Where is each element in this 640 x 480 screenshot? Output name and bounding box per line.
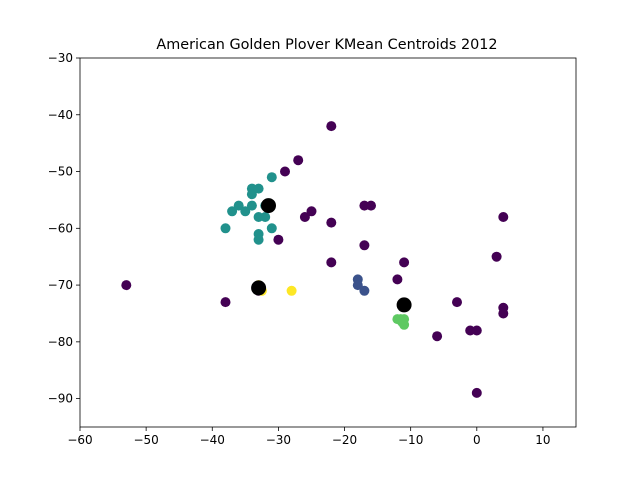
- centroid-point: [251, 280, 267, 296]
- x-tick-label: 10: [535, 433, 550, 447]
- centroid-point: [396, 297, 412, 313]
- data-point-green: [397, 317, 408, 327]
- data-point-teal: [266, 223, 277, 234]
- data-point-purple: [392, 274, 403, 285]
- data-point-teal: [253, 183, 264, 194]
- data-point-purple: [491, 251, 502, 262]
- data-point-purple: [326, 217, 337, 228]
- data-point-teal: [220, 223, 231, 234]
- data-point-teal: [246, 200, 257, 211]
- data-point-purple: [306, 206, 317, 217]
- data-point-teal: [266, 172, 277, 183]
- data-point-teal: [227, 206, 238, 217]
- y-tick-label: −90: [48, 392, 73, 406]
- y-tick-label: −50: [48, 165, 73, 179]
- x-tick-label: −10: [398, 433, 423, 447]
- data-point-teal: [240, 206, 251, 217]
- data-point-purple: [220, 297, 231, 308]
- x-tick-label: 0: [473, 433, 481, 447]
- x-tick-label: −60: [67, 433, 92, 447]
- y-tick-label: −70: [48, 278, 73, 292]
- data-point-purple: [293, 155, 304, 166]
- data-point-purple: [471, 387, 482, 398]
- data-point-purple: [399, 257, 410, 268]
- marks-layer: [121, 121, 509, 398]
- x-tick-label: −30: [266, 433, 291, 447]
- data-point-yellow: [286, 285, 297, 296]
- data-point-purple: [273, 234, 284, 245]
- data-point-blue: [352, 280, 363, 291]
- data-point-purple: [359, 240, 370, 251]
- data-point-purple: [326, 121, 337, 132]
- y-tick-label: −60: [48, 221, 73, 235]
- data-point-purple: [498, 308, 509, 319]
- data-point-purple: [432, 331, 443, 342]
- data-point-purple: [280, 166, 290, 177]
- data-point-purple: [299, 212, 310, 222]
- data-point-teal: [246, 189, 257, 200]
- y-tick-label: −40: [48, 108, 73, 122]
- axes-layer: −60 −50 −40 −30 −20 −10 0 10 −30 −40 −50 −60 −70 −80 −…: [48, 51, 551, 447]
- chart-title: American Golden Plover KMean Centroids 2…: [156, 37, 497, 53]
- centroid-point: [261, 198, 276, 214]
- data-point-teal: [260, 212, 271, 222]
- data-point-purple: [498, 212, 509, 222]
- y-tick-label: −30: [48, 51, 73, 65]
- data-point-purple: [326, 257, 337, 268]
- data-point-teal: [233, 200, 244, 211]
- y-tick-label: −80: [48, 335, 73, 349]
- x-tick-label: −20: [332, 433, 357, 447]
- x-tick-label: −50: [133, 433, 158, 447]
- data-point-teal: [253, 234, 264, 245]
- data-point-purple: [471, 325, 482, 336]
- plot-frame: [79, 57, 577, 428]
- x-tick-label: −40: [200, 433, 225, 447]
- data-point-blue: [359, 285, 370, 296]
- data-point-purple: [366, 200, 376, 211]
- data-point-purple: [452, 297, 462, 308]
- data-point-purple: [121, 280, 132, 291]
